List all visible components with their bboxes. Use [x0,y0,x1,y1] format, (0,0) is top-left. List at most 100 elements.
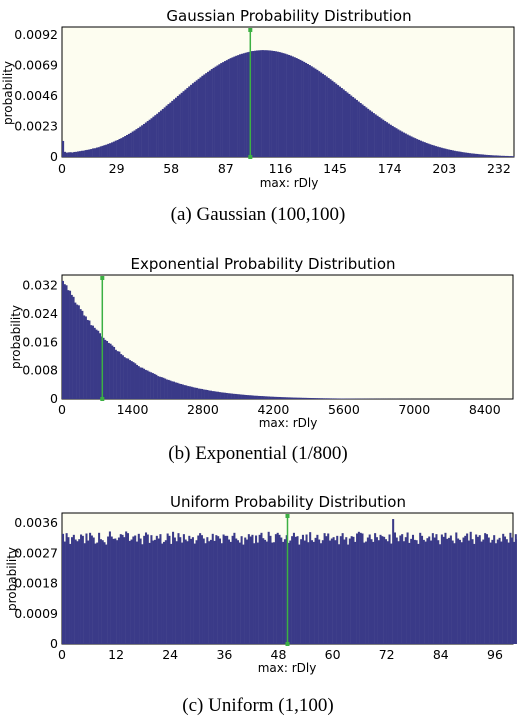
bar [298,397,301,399]
bar [347,544,350,644]
bar [224,392,227,399]
bar [73,151,76,157]
bar [506,155,509,157]
bar [224,535,227,644]
bar [107,143,110,157]
bar [276,51,279,157]
bar [301,60,304,157]
bar [225,60,228,157]
bar [504,155,507,157]
bar [417,543,420,644]
bar [186,541,189,644]
bar [431,533,434,644]
bar [187,386,190,399]
x-tick-label: 2800 [187,402,219,417]
bar [72,534,75,644]
bar [184,539,187,644]
bar [95,329,98,399]
bar [313,398,316,399]
bar [214,66,217,157]
bar [81,535,84,644]
y-axis-label: probability [1,61,15,125]
bar [352,536,355,644]
bar [306,397,309,399]
bar [372,541,375,644]
bar [325,536,328,644]
bar [133,130,136,157]
x-tick-label: 232 [487,161,511,176]
bar [427,143,430,157]
bar [267,531,270,644]
bar [93,327,96,399]
bar [168,535,171,644]
bar [491,539,494,644]
bar [327,77,330,157]
bar [271,542,274,644]
bar [421,141,424,157]
bar [179,537,182,644]
bar [435,534,438,644]
bar [204,543,207,644]
bar [116,140,119,157]
bar [316,534,319,644]
bar [500,541,503,644]
bar [293,57,296,157]
bar [199,77,202,157]
bar [106,341,109,399]
bar [151,373,154,399]
bar [410,136,413,157]
max-marker-cap [100,276,105,280]
bar [141,544,144,644]
bar [75,151,78,157]
bar [108,531,111,644]
bar [269,396,272,399]
bar [74,539,77,644]
bar [193,81,196,157]
bar [129,132,132,157]
bar [368,110,372,157]
bar [436,146,439,157]
bar [63,151,67,157]
bar [363,105,366,157]
bar [246,539,249,644]
bar [74,302,77,399]
bar [440,147,443,157]
bar [333,82,336,157]
bar [98,532,101,644]
bar [192,387,195,399]
bar [137,366,140,399]
bar [318,71,321,157]
bar [261,50,264,157]
bar [240,53,244,157]
bar [222,534,225,644]
bar [258,534,261,644]
bar [103,542,106,644]
bar [465,152,468,157]
bar [287,397,290,399]
bar [97,147,100,157]
bar [86,319,89,399]
bar [273,396,276,399]
bar [355,99,358,157]
bar [401,131,404,157]
bar [120,138,123,157]
bar [255,50,259,158]
bar [485,534,488,644]
bar [125,358,128,399]
bar [114,140,117,157]
uniform-panel: Uniform Probability Distribution 0 0.0009… [5,493,517,716]
bar [107,342,110,399]
y-tick-label: 0.0046 [14,88,58,103]
x-axis-label: max: rDly [258,661,317,675]
bar [159,110,163,157]
bar [455,532,458,644]
bar [213,540,216,644]
bar [202,389,205,399]
bar [135,129,138,157]
bar [157,376,160,399]
bar [389,124,392,157]
bar [316,69,319,157]
bar [512,156,515,157]
bar [464,535,467,644]
bar [283,397,286,399]
